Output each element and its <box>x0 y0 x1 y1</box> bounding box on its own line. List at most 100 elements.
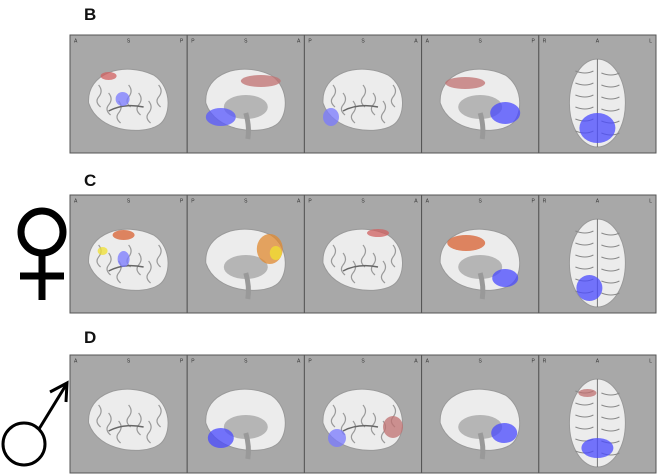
gyrus <box>370 92 377 116</box>
orientation-label: A <box>414 198 418 204</box>
sulcus <box>108 104 144 112</box>
gyrus <box>380 100 387 124</box>
stem <box>243 432 251 460</box>
activation <box>269 246 282 260</box>
activation <box>323 108 339 126</box>
activation <box>576 275 603 301</box>
activation <box>328 429 346 447</box>
orientation-label: A <box>426 198 430 204</box>
orientation-label: S <box>479 198 483 204</box>
activation <box>447 235 486 251</box>
orientation-label: A <box>596 358 600 364</box>
gyrus <box>330 84 337 108</box>
gyrus <box>575 82 620 88</box>
orientation-label: S <box>127 358 131 364</box>
orientation-label: P <box>191 198 195 204</box>
gyrus <box>340 252 347 276</box>
activation <box>578 389 597 397</box>
orientation-label: S <box>244 358 248 364</box>
brain-side <box>322 68 403 131</box>
activation <box>445 77 486 89</box>
orientation-label: A <box>297 38 301 44</box>
corpus <box>458 255 503 279</box>
gyrus <box>390 244 397 268</box>
activation <box>383 416 403 438</box>
gyrus <box>96 84 102 108</box>
gyrus <box>106 92 112 116</box>
gyrus <box>575 266 620 272</box>
gyrus <box>575 414 620 420</box>
orientation-label: R <box>543 358 547 364</box>
gyrus <box>360 404 367 428</box>
gyrus <box>350 100 357 124</box>
activation <box>367 229 389 237</box>
activation <box>117 251 130 267</box>
orientation-label: A <box>297 198 301 204</box>
corpus <box>223 255 268 279</box>
sulcus <box>342 264 379 272</box>
gyrus <box>360 244 367 268</box>
gyrus <box>146 100 152 124</box>
stem <box>477 272 486 300</box>
gyrus <box>96 404 102 428</box>
row-label: C <box>84 171 96 190</box>
orientation-label: S <box>127 198 131 204</box>
activation <box>205 108 236 126</box>
orientation-label: A <box>414 358 418 364</box>
orientation-label: P <box>308 38 312 44</box>
activation <box>112 230 135 240</box>
gyrus <box>575 254 620 260</box>
gyrus <box>575 230 620 236</box>
orientation-label: P <box>531 358 535 364</box>
gyrus <box>575 402 620 408</box>
orientation-label: A <box>74 358 78 364</box>
gyrus <box>116 420 122 444</box>
orientation-label: L <box>649 358 652 364</box>
orientation-label: S <box>244 38 248 44</box>
orientation-label: S <box>244 198 248 204</box>
gyrus <box>106 412 112 436</box>
gyrus <box>146 260 152 284</box>
gyrus <box>390 84 397 108</box>
orientation-label: A <box>74 198 78 204</box>
orientation-label: P <box>180 358 184 364</box>
gyrus <box>575 94 620 100</box>
activation <box>492 269 519 287</box>
activation <box>240 75 281 87</box>
activation <box>115 92 130 106</box>
activation <box>490 102 521 124</box>
orientation-label: P <box>180 38 184 44</box>
gyrus <box>156 244 162 268</box>
gyrus <box>350 420 357 444</box>
gyrus <box>156 404 162 428</box>
activation <box>579 113 616 143</box>
gyrus <box>136 412 142 436</box>
orientation-label: A <box>426 38 430 44</box>
orientation-label: L <box>649 38 652 44</box>
brain-side <box>322 228 403 291</box>
gyrus <box>146 420 152 444</box>
gyrus <box>575 70 620 76</box>
gyrus <box>575 426 620 432</box>
orientation-label: A <box>596 38 600 44</box>
orientation-label: P <box>191 38 195 44</box>
orientation-label: A <box>297 358 301 364</box>
orientation-label: S <box>479 38 483 44</box>
orientation-label: S <box>361 358 365 364</box>
activation <box>97 247 108 255</box>
orientation-label: S <box>127 38 131 44</box>
orientation-label: R <box>543 38 547 44</box>
gyrus <box>350 260 357 284</box>
gyrus <box>126 404 132 428</box>
